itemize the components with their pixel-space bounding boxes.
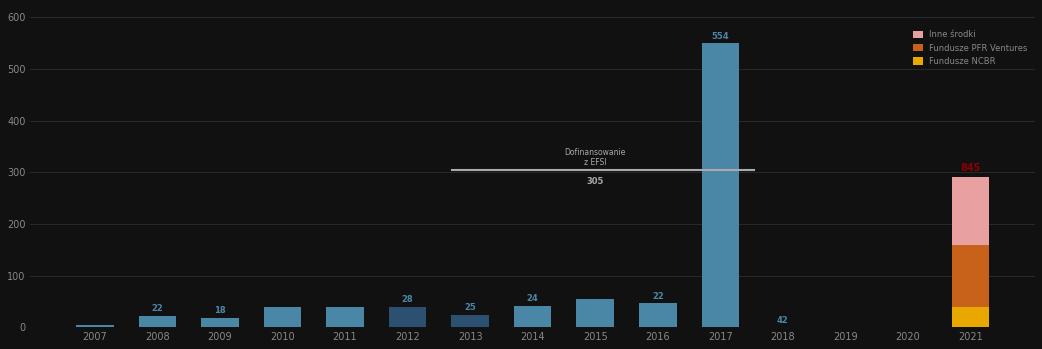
Bar [264, 306, 301, 327]
Text: 305: 305 [587, 177, 604, 186]
Text: Dofinansowanie
z EFSI: Dofinansowanie z EFSI [565, 148, 626, 167]
Bar [639, 303, 676, 327]
Bar [514, 305, 551, 327]
Text: 22: 22 [151, 304, 164, 313]
Text: 18: 18 [214, 306, 226, 315]
Text: 22: 22 [652, 292, 664, 301]
Bar [139, 316, 176, 327]
Bar [951, 177, 990, 245]
Bar [389, 307, 426, 327]
Legend: Inne środki, Fundusze PFR Ventures, Fundusze NCBR: Inne środki, Fundusze PFR Ventures, Fund… [910, 27, 1031, 69]
Bar [951, 245, 990, 306]
Bar [451, 315, 489, 327]
Text: 24: 24 [527, 294, 539, 303]
Bar [951, 306, 990, 327]
Bar [701, 43, 739, 327]
Bar [576, 299, 614, 327]
Text: 554: 554 [712, 31, 729, 40]
Text: 845: 845 [961, 163, 981, 173]
Bar [201, 318, 239, 327]
Text: 42: 42 [777, 315, 789, 325]
Bar [326, 306, 364, 327]
Text: 28: 28 [402, 296, 414, 304]
Bar [76, 325, 114, 327]
Text: 25: 25 [465, 303, 476, 312]
